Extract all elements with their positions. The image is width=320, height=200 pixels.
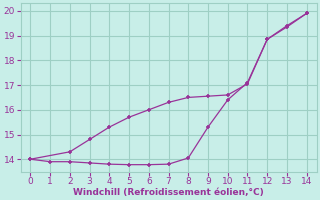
X-axis label: Windchill (Refroidissement éolien,°C): Windchill (Refroidissement éolien,°C) <box>73 188 264 197</box>
